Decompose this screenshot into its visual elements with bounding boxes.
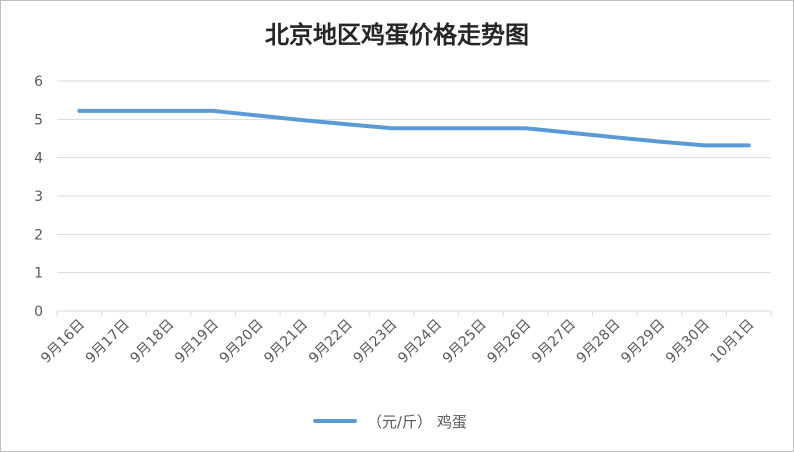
legend-label: （元/斤） 鸡蛋 (367, 412, 467, 431)
x-tick-label: 9月20日 (217, 317, 267, 367)
x-tick-label: 9月22日 (306, 317, 356, 367)
y-axis-ticks: 0 1 2 3 4 5 6 (34, 74, 43, 320)
series-line (77, 108, 751, 148)
y-tick-label: 0 (34, 304, 43, 320)
y-tick-label: 5 (34, 112, 43, 128)
chart-title: 北京地区鸡蛋价格走势图 (265, 21, 529, 49)
x-tick-label: 9月29日 (618, 317, 668, 367)
x-tick-label: 9月16日 (38, 317, 88, 367)
y-tick-label: 3 (34, 189, 43, 205)
x-tick-label: 9月24日 (395, 317, 445, 367)
y-tick-label: 6 (34, 74, 43, 90)
x-axis-ticks: 9月16日9月17日9月18日9月19日9月20日9月21日9月22日9月23日… (38, 317, 757, 367)
legend: （元/斤） 鸡蛋 (313, 409, 467, 433)
legend-line-swatch (313, 419, 357, 423)
x-tick-label: 9月19日 (172, 317, 222, 367)
x-tick-label: 9月25日 (440, 317, 490, 367)
x-tick-label: 10月1日 (707, 317, 757, 367)
y-tick-label: 2 (34, 227, 43, 243)
x-tick-label: 9月30日 (663, 317, 713, 367)
series-layer (77, 108, 751, 148)
gridlines (56, 80, 772, 316)
y-tick-label: 4 (34, 151, 43, 167)
x-tick-label: 9月17日 (83, 317, 133, 367)
x-tick-label: 9月27日 (529, 317, 579, 367)
x-tick-label: 9月23日 (350, 317, 400, 367)
y-tick-label: 1 (34, 266, 43, 282)
x-tick-label: 9月21日 (261, 317, 311, 367)
x-tick-label: 9月26日 (484, 317, 534, 367)
x-tick-label: 9月28日 (574, 317, 624, 367)
x-tick-label: 9月18日 (127, 317, 177, 367)
